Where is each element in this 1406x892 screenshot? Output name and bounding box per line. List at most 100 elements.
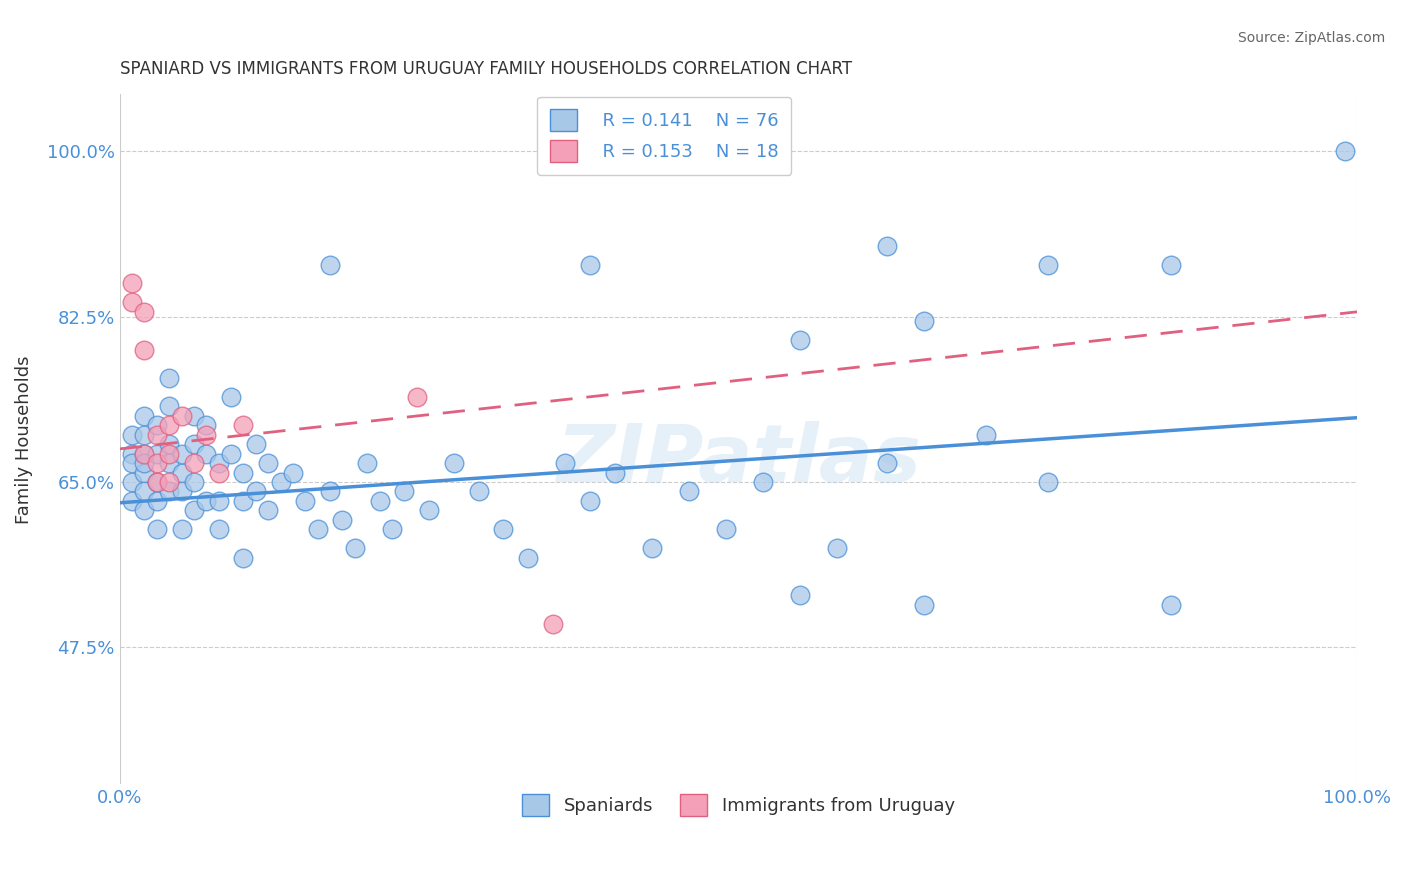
Point (121, 295, 143, 310)
Point (183, 409, 205, 423)
Point (1160, 258, 1182, 272)
Point (183, 456, 205, 470)
Point (579, 258, 602, 272)
Point (157, 400, 180, 414)
Point (381, 522, 404, 536)
Point (257, 503, 280, 517)
Point (1036, 475, 1059, 489)
Point (146, 522, 169, 536)
Point (183, 437, 205, 451)
Point (603, 466, 626, 480)
Point (394, 484, 416, 499)
Point (146, 427, 169, 442)
Point (1333, 144, 1355, 158)
Point (827, 541, 849, 555)
Legend: Spaniards, Immigrants from Uruguay: Spaniards, Immigrants from Uruguay (515, 788, 962, 823)
Point (208, 522, 231, 536)
Text: Source: ZipAtlas.com: Source: ZipAtlas.com (1237, 31, 1385, 45)
Point (170, 484, 193, 499)
Point (307, 522, 329, 536)
Point (219, 447, 242, 461)
Point (541, 616, 564, 631)
Point (146, 418, 169, 433)
Point (134, 456, 156, 470)
Point (157, 371, 180, 385)
Point (134, 343, 156, 357)
Point (134, 409, 156, 423)
Point (157, 484, 180, 499)
Point (134, 447, 156, 461)
Point (356, 456, 378, 470)
Text: SPANIARD VS IMMIGRANTS FROM URUGUAY FAMILY HOUSEHOLDS CORRELATION CHART: SPANIARD VS IMMIGRANTS FROM URUGUAY FAMI… (120, 60, 852, 78)
Point (121, 494, 143, 508)
Point (319, 484, 342, 499)
Text: ZIPatlas: ZIPatlas (555, 421, 921, 500)
Point (517, 550, 540, 565)
Point (134, 466, 156, 480)
Point (232, 466, 254, 480)
Point (208, 466, 231, 480)
Point (789, 588, 811, 602)
Point (641, 541, 664, 555)
Point (418, 503, 440, 517)
Point (195, 427, 218, 442)
Point (1036, 258, 1059, 272)
Point (195, 494, 218, 508)
Point (183, 475, 205, 489)
Point (232, 550, 254, 565)
Point (554, 456, 576, 470)
Point (752, 475, 775, 489)
Point (492, 522, 515, 536)
Point (121, 475, 143, 489)
Point (134, 305, 156, 319)
Point (146, 475, 169, 489)
Point (219, 390, 242, 404)
Point (714, 522, 737, 536)
Point (183, 503, 205, 517)
Point (579, 494, 602, 508)
Point (1160, 598, 1182, 612)
Y-axis label: Family Households: Family Households (15, 355, 32, 524)
Point (121, 277, 143, 291)
Point (146, 494, 169, 508)
Point (170, 522, 193, 536)
Point (121, 456, 143, 470)
Point (195, 447, 218, 461)
Point (157, 418, 180, 433)
Point (157, 475, 180, 489)
Point (134, 427, 156, 442)
Point (157, 456, 180, 470)
Point (443, 456, 465, 470)
Point (208, 494, 231, 508)
Point (294, 494, 316, 508)
Point (245, 484, 267, 499)
Point (232, 494, 254, 508)
Point (170, 466, 193, 480)
Point (134, 447, 156, 461)
Point (134, 484, 156, 499)
Point (121, 427, 143, 442)
Point (157, 447, 180, 461)
Point (170, 447, 193, 461)
Point (146, 456, 169, 470)
Point (332, 513, 354, 527)
Point (208, 456, 231, 470)
Point (281, 466, 304, 480)
Point (195, 418, 218, 433)
Point (319, 258, 342, 272)
Point (146, 475, 169, 489)
Point (146, 447, 169, 461)
Point (121, 447, 143, 461)
Point (876, 456, 898, 470)
Point (678, 484, 700, 499)
Point (245, 437, 267, 451)
Point (232, 418, 254, 433)
Point (467, 484, 489, 499)
Point (974, 427, 997, 442)
Point (789, 333, 811, 347)
Point (405, 390, 427, 404)
Point (270, 475, 292, 489)
Point (876, 238, 898, 252)
Point (912, 314, 935, 328)
Point (134, 503, 156, 517)
